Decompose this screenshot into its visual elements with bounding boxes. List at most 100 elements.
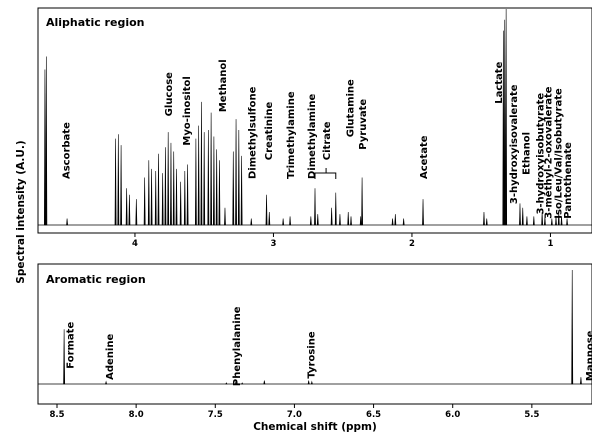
aliphatic-peak-54 (402, 218, 405, 226)
aliphatic-peak-29 (212, 136, 215, 226)
aromatic-peak-7 (310, 380, 313, 385)
aromatic-peak-label-1: Adenine (105, 334, 116, 380)
aliphatic-peak-64 (532, 216, 535, 226)
aliphatic-peak-67 (550, 218, 553, 226)
aromatic-peak-labels: Formate Adenine Phenylalanine Tyrosine Manno… (66, 306, 592, 386)
aliphatic-peak-label-7: Dimethylamine (307, 94, 318, 179)
aromatic-x-tick-label-1: 8.0 (129, 410, 144, 420)
aliphatic-peak-30 (215, 149, 218, 226)
aliphatic-peak-44 (316, 214, 319, 226)
aliphatic-peak-label-4: Dimethylsulfone (247, 86, 258, 179)
aliphatic-x-tick-label-0: 4 (132, 239, 138, 249)
aliphatic-peak-35 (237, 129, 240, 226)
aliphatic-peak-65 (541, 212, 544, 226)
aromatic-peak-label-2: Phenylalanine (232, 306, 243, 386)
aliphatic-peak-25 (200, 101, 203, 226)
aliphatic-peak-69 (557, 212, 560, 226)
aromatic-x-tick-label-4: 6.5 (366, 410, 381, 420)
aliphatic-peak-37 (250, 218, 253, 226)
aliphatic-peak-45 (330, 207, 333, 226)
aliphatic-peak-33 (232, 151, 235, 226)
aliphatic-peak-60 (503, 19, 506, 226)
aromatic-x-tick-label-2: 7.5 (208, 410, 223, 420)
aliphatic-peak-label-10: Pyruvate (358, 99, 369, 150)
aliphatic-peak-12 (154, 170, 157, 226)
aliphatic-peak-label-8: Citrate (322, 121, 333, 160)
aliphatic-peak-26 (203, 132, 206, 226)
aliphatic-peak-62 (521, 207, 524, 226)
aliphatic-peak-68 (555, 216, 557, 226)
aromatic-peak-6 (307, 380, 310, 385)
x-axis-label: Chemical shift (ppm) (253, 421, 377, 433)
aliphatic-peak-label-15: 3-hydroxyisobutyrate (535, 93, 546, 215)
aliphatic-peak-63 (525, 216, 528, 226)
aliphatic-peak-0 (45, 56, 48, 226)
aliphatic-x-tick-label-3: 1 (547, 239, 553, 249)
aromatic-peak-4 (241, 382, 244, 385)
aliphatic-peak-61 (519, 203, 521, 226)
aromatic-peak-3 (234, 380, 237, 385)
aliphatic-x-tick-label-1: 3 (270, 239, 276, 249)
aliphatic-peak-18 (172, 151, 175, 226)
aliphatic-peak-66 (543, 216, 546, 226)
aliphatic-peak-41 (289, 216, 291, 226)
aliphatic-peak-71 (566, 218, 568, 226)
aliphatic-peak-42 (309, 216, 312, 226)
aliphatic-peak-7 (128, 194, 131, 226)
aliphatic-peak-label-11: Acetate (419, 135, 430, 179)
aromatic-x-tick-label-5: 6.0 (445, 410, 460, 420)
aliphatic-panel: Aliphatic region 4 3 2 1 Ascorbate Glucose My… (37, 7, 592, 249)
aliphatic-peak-70 (560, 216, 563, 226)
aliphatic-peak-5 (120, 145, 123, 226)
aliphatic-peak-13 (157, 153, 160, 226)
aromatic-panel: Aromatic region 8.5 8.0 7.5 7.0 6.5 6.0 5.5 Fo… (37, 263, 592, 420)
aliphatic-peak-20 (179, 181, 182, 226)
aliphatic-peak-3 (114, 138, 117, 226)
aromatic-peak-label-3: Tyrosine (306, 331, 317, 378)
aliphatic-peak-19 (175, 168, 178, 226)
aliphatic-peak-21 (183, 170, 186, 226)
aliphatic-peak-1 (44, 69, 46, 226)
aliphatic-peak-39 (268, 212, 271, 226)
aliphatic-peak-48 (347, 212, 350, 226)
aliphatic-peak-15 (164, 147, 167, 226)
aliphatic-peak-31 (218, 160, 221, 226)
aliphatic-peak-14 (161, 173, 164, 226)
aliphatic-peak-label-12: Lactate (494, 61, 505, 103)
aliphatic-x-tick-label-2: 2 (409, 239, 415, 249)
aliphatic-peak-40 (282, 218, 285, 226)
aromatic-x-tick-label-6: 5.5 (524, 410, 539, 420)
aliphatic-peak-55 (422, 199, 424, 226)
aliphatic-peak-24 (197, 125, 200, 226)
aromatic-peak-0 (63, 329, 66, 385)
aliphatic-peak-17 (170, 142, 172, 226)
aliphatic-x-ticks: 4 3 2 1 (132, 233, 553, 249)
aliphatic-peak-6 (125, 188, 128, 226)
citrate-bracket (314, 168, 337, 179)
aliphatic-peak-58 (502, 30, 505, 226)
aliphatic-peak-23 (194, 138, 197, 226)
aliphatic-peak-9 (143, 177, 146, 226)
aromatic-x-ticks: 8.5 8.0 7.5 7.0 6.5 6.0 5.5 (49, 404, 539, 420)
aliphatic-peak-label-9: Glutamine (346, 79, 357, 137)
aliphatic-peak-49 (350, 216, 352, 226)
aromatic-panel-title: Aromatic region (46, 273, 146, 286)
aromatic-peak-8 (571, 269, 574, 385)
aliphatic-peak-59 (505, 8, 508, 226)
aliphatic-peak-8 (135, 199, 138, 226)
aliphatic-peak-47 (339, 214, 341, 226)
aliphatic-peak-label-13: 3-hydroxyisovalerate (509, 84, 520, 204)
aromatic-x-tick-label-3: 7.0 (287, 410, 302, 420)
aliphatic-peak-28 (210, 112, 213, 226)
aromatic-peak-label-0: Formate (66, 322, 77, 369)
aliphatic-peak-43 (314, 188, 316, 226)
aliphatic-peak-46 (334, 192, 337, 226)
y-axis-label: Spectral intensity (A.U.) (15, 140, 27, 283)
aliphatic-peak-label-3: Methanol (218, 59, 229, 112)
aromatic-plot-frame (37, 263, 592, 405)
aliphatic-peak-50 (359, 216, 362, 226)
aromatic-peak-9 (579, 377, 582, 385)
aliphatic-peak-label-0: Ascorbate (62, 122, 73, 179)
aliphatic-peak-38 (265, 194, 268, 226)
